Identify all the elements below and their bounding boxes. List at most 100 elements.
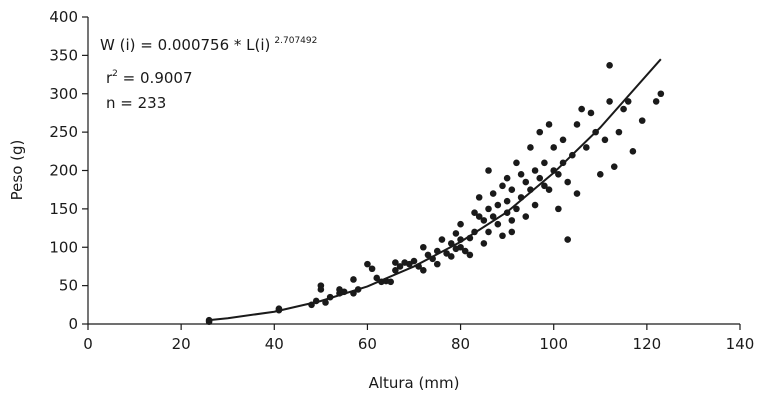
y-tick-label: 300: [49, 85, 78, 103]
r-text: r: [106, 69, 113, 87]
point: [601, 136, 609, 144]
point: [471, 209, 478, 217]
point: [550, 144, 558, 151]
point: [392, 259, 399, 266]
x-tick-label: 0: [83, 335, 93, 353]
point: [555, 205, 562, 213]
point: [652, 98, 660, 105]
equation-text: W (i) = 0.000756 * L(i): [100, 36, 270, 54]
point: [610, 163, 618, 170]
point: [606, 98, 613, 105]
y-tick-label: 250: [49, 123, 78, 141]
r-value: = 0.9007: [118, 69, 193, 87]
point: [480, 240, 488, 247]
point: [531, 167, 539, 174]
y-tick-label: 50: [59, 277, 78, 295]
point: [573, 121, 581, 128]
point: [457, 220, 464, 228]
point: [564, 178, 571, 186]
point: [587, 109, 595, 117]
point: [205, 316, 213, 324]
x-tick-label: 100: [539, 335, 568, 353]
point: [433, 260, 441, 268]
point: [624, 98, 632, 105]
point: [424, 251, 432, 259]
point: [485, 205, 492, 213]
point: [480, 217, 488, 224]
x-axis-label: Altura (mm): [369, 374, 460, 392]
r-squared: r2 = 0.9007: [106, 69, 193, 87]
point: [541, 159, 548, 167]
point: [317, 282, 325, 289]
point: [527, 144, 534, 151]
n-count: n = 233: [106, 94, 166, 112]
point: [387, 278, 395, 286]
point: [545, 186, 553, 193]
point: [368, 265, 376, 273]
point: [513, 159, 520, 167]
point: [508, 228, 516, 236]
point: [499, 182, 506, 190]
point: [485, 228, 492, 236]
point: [475, 213, 483, 220]
point: [573, 190, 581, 197]
point: [615, 128, 623, 136]
point: [452, 230, 460, 237]
y-tick-label: 100: [49, 238, 78, 256]
equation: W (i) = 0.000756 * L(i) 2.707492: [100, 36, 317, 54]
point: [559, 136, 567, 144]
point: [485, 167, 492, 174]
point: [466, 251, 474, 259]
point: [489, 213, 497, 220]
point: [564, 236, 571, 243]
point: [517, 171, 525, 178]
fit-curve: [208, 58, 662, 322]
point: [508, 186, 516, 193]
point: [638, 117, 646, 124]
x-tick-label: 140: [726, 335, 755, 353]
point: [541, 182, 548, 190]
y-axis-label: Peso (g): [8, 140, 26, 201]
y-tick-label: 0: [68, 315, 78, 333]
point: [457, 243, 464, 251]
point: [536, 128, 544, 136]
x-tick-label: 60: [358, 335, 377, 353]
point: [596, 171, 604, 178]
point: [513, 205, 520, 213]
point: [350, 276, 357, 283]
point: [420, 243, 427, 251]
point: [522, 213, 530, 220]
point: [657, 90, 665, 98]
y-tick-label: 150: [49, 200, 78, 218]
point: [475, 194, 483, 201]
x-tick-label: 40: [265, 335, 284, 353]
r-exponent: 2: [112, 69, 118, 79]
x-tick-label: 120: [633, 335, 662, 353]
point: [373, 274, 381, 282]
point: [555, 171, 562, 178]
point: [406, 260, 413, 268]
point: [494, 201, 502, 209]
point: [583, 144, 590, 151]
point: [438, 236, 446, 243]
y-tick-label: 350: [49, 46, 78, 64]
point: [420, 266, 427, 274]
point: [364, 260, 371, 268]
point: [536, 174, 544, 182]
point: [629, 148, 637, 155]
point: [620, 105, 627, 113]
x-tick-label: 80: [451, 335, 470, 353]
x-tick-label: 20: [172, 335, 191, 353]
point: [410, 257, 418, 265]
point: [531, 201, 539, 209]
point: [578, 105, 585, 113]
point: [503, 197, 511, 205]
point: [606, 62, 613, 69]
point: [494, 220, 502, 228]
point: [396, 263, 404, 270]
point: [489, 190, 497, 197]
point: [522, 178, 530, 186]
point: [499, 232, 506, 240]
point: [443, 250, 450, 257]
